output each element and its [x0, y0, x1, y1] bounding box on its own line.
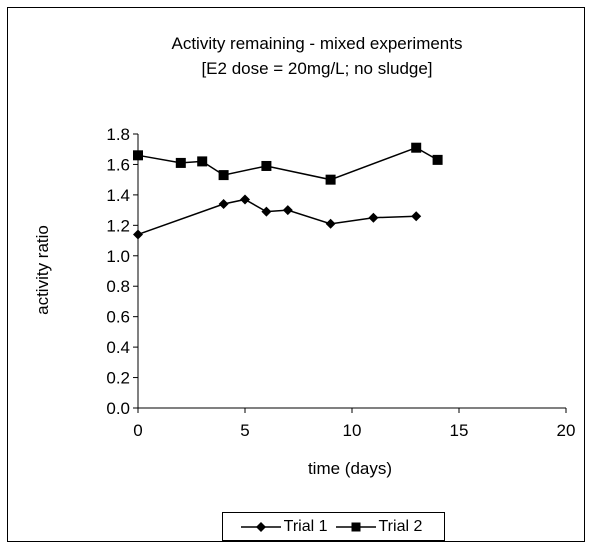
square-point: [133, 150, 143, 161]
diamond-point: [282, 205, 293, 216]
diamond-point: [368, 212, 379, 223]
y-axis-ticks: 0.0 0.2 0.4 0.6 0.8 1.0 1.2 1.4 1.6 1.8: [106, 125, 138, 418]
square-point: [197, 156, 208, 167]
diamond-point: [240, 194, 250, 205]
chart-legend: Trial 1 Trial 2: [222, 512, 445, 541]
diamond-point: [261, 206, 272, 217]
legend-item-trial-1: Trial 1: [240, 517, 332, 536]
legend-label-trial-1: Trial 1: [283, 517, 328, 535]
y-tick-label: 0.6: [106, 308, 130, 327]
diamond-point: [218, 199, 229, 210]
y-tick-label: 1.2: [106, 216, 130, 235]
x-axis-ticks: 0 5 10 15 20: [133, 408, 575, 440]
y-tick-label: 0.8: [106, 277, 130, 296]
diamond-point: [325, 218, 336, 229]
x-tick-label: 0: [133, 421, 142, 440]
legend-item-trial-2: Trial 2: [335, 517, 427, 536]
y-axis-label: activity ratio: [33, 225, 52, 315]
y-tick-label: 0.4: [106, 338, 130, 357]
y-tick-label: 1.4: [106, 186, 130, 205]
y-tick-label: 0.2: [106, 369, 130, 388]
square-point: [411, 142, 422, 153]
square-point: [218, 170, 229, 181]
y-tick-label: 1.8: [106, 125, 130, 144]
diamond-point: [411, 211, 422, 222]
square-marker-icon: [335, 522, 376, 531]
plot-series: [133, 142, 443, 240]
y-tick-label: 0.0: [106, 399, 130, 418]
square-point: [325, 174, 336, 185]
x-axis-label: time (days): [308, 459, 392, 478]
square-point: [432, 154, 443, 165]
y-tick-label: 1.6: [106, 155, 130, 174]
chart-area: [7, 7, 585, 542]
x-tick-label: 20: [557, 421, 576, 440]
legend-label-trial-2: Trial 2: [378, 517, 423, 535]
diamond-marker-icon: [240, 521, 281, 532]
x-tick-label: 5: [240, 421, 249, 440]
y-tick-label: 1.0: [106, 247, 130, 266]
chart-title: Activity remaining - mixed experiments: [172, 34, 463, 53]
diamond-point: [133, 229, 143, 240]
square-point: [261, 160, 272, 171]
x-tick-label: 15: [450, 421, 469, 440]
x-tick-label: 10: [343, 421, 362, 440]
chart-subtitle: [E2 dose = 20mg/L; no sludge]: [201, 59, 432, 78]
square-point: [175, 157, 186, 168]
